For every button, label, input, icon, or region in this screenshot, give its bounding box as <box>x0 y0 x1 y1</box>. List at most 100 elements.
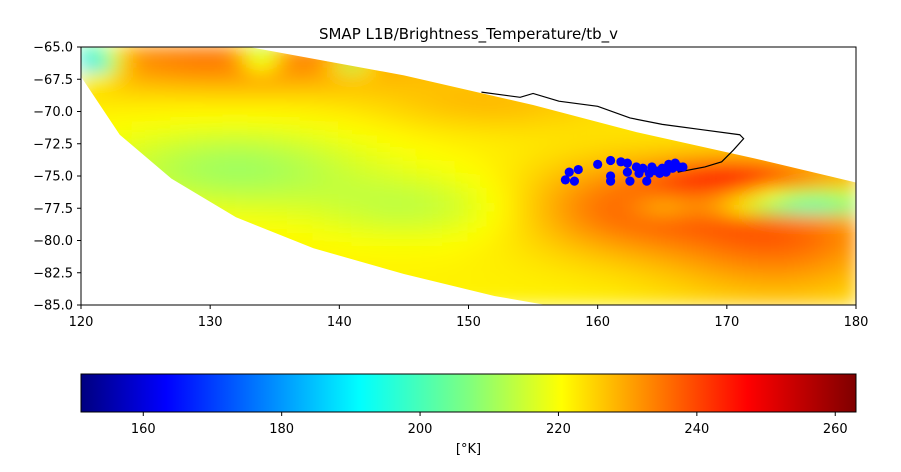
field-cell <box>131 187 147 203</box>
field-cell <box>428 149 444 165</box>
field-cell <box>751 291 767 305</box>
field-cell <box>92 162 108 177</box>
field-cell <box>700 278 715 294</box>
field-cell <box>532 278 547 294</box>
field-cell <box>738 278 754 294</box>
field-cell <box>674 47 690 61</box>
field-cell <box>105 136 121 152</box>
field-cell <box>790 265 806 281</box>
field-cell <box>596 187 612 203</box>
field-cell <box>222 84 237 100</box>
field-cell <box>428 175 444 190</box>
field-cell <box>247 123 263 139</box>
blue-points <box>560 155 688 186</box>
field-cell <box>441 187 457 203</box>
field-cell <box>493 123 509 139</box>
field-cell <box>364 58 380 74</box>
field-cell <box>764 162 780 177</box>
field-cell <box>92 200 108 216</box>
field-cell <box>144 71 160 87</box>
y-tick-label: −65.0 <box>33 41 73 56</box>
field-cell <box>764 58 780 74</box>
field-cell <box>816 200 832 216</box>
field-cell <box>209 71 225 87</box>
field-cell <box>519 136 535 152</box>
field-cell <box>790 149 806 165</box>
field-cell <box>648 123 664 139</box>
plot-area <box>81 47 856 305</box>
field-cell <box>687 239 702 255</box>
field-cell <box>480 110 496 126</box>
field-cell <box>260 123 276 139</box>
field-cell <box>816 291 832 305</box>
field-cell <box>480 162 496 177</box>
field-cell <box>751 136 767 152</box>
field-cell <box>222 278 237 294</box>
field-cell <box>81 71 95 87</box>
field-cell <box>81 187 95 203</box>
field-cell <box>247 162 263 177</box>
field-cell <box>247 84 263 100</box>
field-cell <box>377 149 392 165</box>
field-cell <box>751 187 767 203</box>
field-cell <box>493 97 509 113</box>
field-cell <box>196 291 212 305</box>
field-cell <box>570 278 586 294</box>
field-cell <box>144 58 160 74</box>
field-cell <box>816 175 832 190</box>
field-cell <box>377 97 392 113</box>
field-cell <box>790 110 806 126</box>
field-cell <box>467 278 483 294</box>
field-cell <box>764 110 780 126</box>
field-cell <box>338 239 354 255</box>
field-cell <box>222 47 237 61</box>
field-cell <box>712 97 728 113</box>
field-cell <box>816 226 832 242</box>
field-cell <box>157 252 173 268</box>
field-cell <box>674 239 690 255</box>
field-cell <box>364 187 380 203</box>
field-cell <box>402 162 418 177</box>
field-cell <box>273 239 289 255</box>
field-cell <box>235 47 250 61</box>
field-cell <box>196 136 212 152</box>
field-cell <box>635 226 651 242</box>
field-cell <box>131 84 147 100</box>
field-cell <box>273 97 289 113</box>
field-cell <box>247 291 263 305</box>
field-cell <box>196 149 212 165</box>
field-cell <box>299 58 315 74</box>
field-cell <box>170 149 186 165</box>
field-cell <box>209 97 225 113</box>
field-cell <box>480 58 496 74</box>
field-cell <box>816 136 832 152</box>
field-cell <box>441 123 457 139</box>
field-cell <box>790 58 806 74</box>
field-cell <box>364 162 380 177</box>
field-cell <box>454 239 470 255</box>
field-cell <box>480 200 496 216</box>
field-cell <box>557 84 573 100</box>
field-cell <box>609 265 625 281</box>
field-cell <box>532 110 547 126</box>
brightness-field <box>81 47 856 305</box>
field-cell <box>312 187 328 203</box>
field-cell <box>661 136 677 152</box>
field-cell <box>816 123 832 139</box>
field-cell <box>390 187 405 203</box>
field-cell <box>687 71 702 87</box>
field-cell <box>454 136 470 152</box>
field-cell <box>635 213 651 229</box>
field-cell <box>260 175 276 190</box>
field-cell <box>674 213 690 229</box>
data-point <box>560 175 570 185</box>
field-cell <box>829 239 845 255</box>
field-cell <box>390 162 405 177</box>
field-cell <box>351 110 367 126</box>
field-cell <box>467 123 483 139</box>
field-cell <box>622 71 638 87</box>
field-cell <box>183 149 199 165</box>
field-cell <box>402 71 418 87</box>
field-cell <box>131 123 147 139</box>
field-cell <box>377 71 392 87</box>
